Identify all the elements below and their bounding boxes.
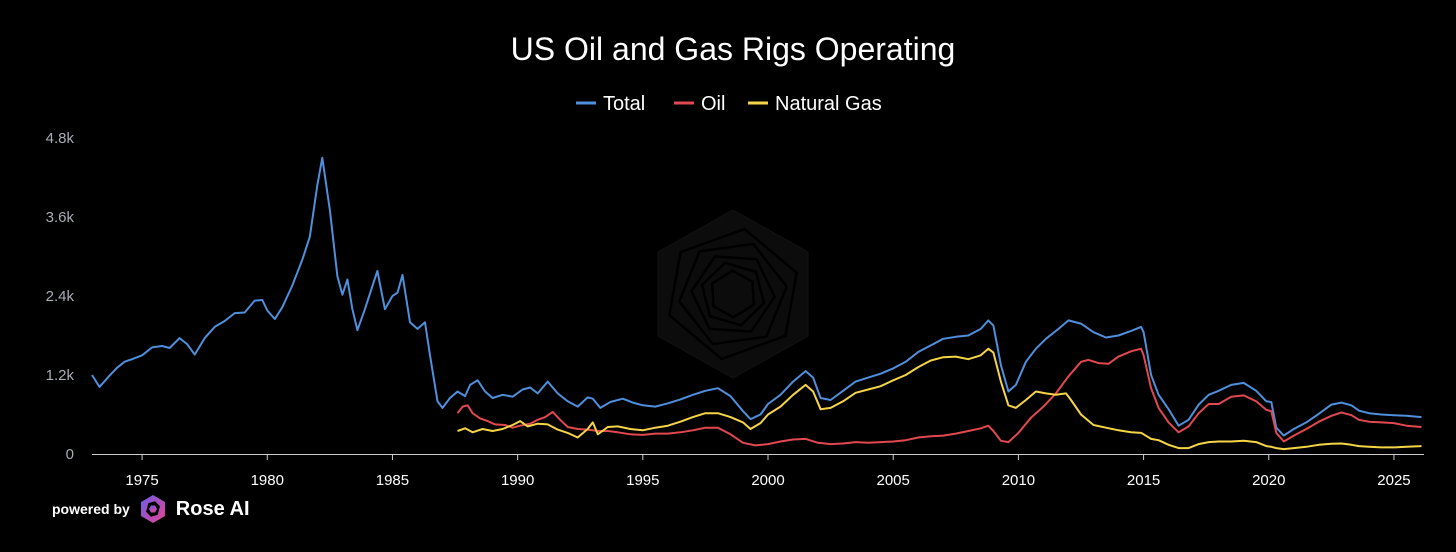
- x-tick-label: 1980: [251, 472, 284, 489]
- y-tick-label: 4.8k: [46, 130, 75, 147]
- x-tick-label: 2025: [1377, 472, 1410, 489]
- y-tick-label: 0: [66, 446, 74, 463]
- y-tick-label: 2.4k: [46, 288, 75, 305]
- x-tick-label: 1985: [376, 472, 409, 489]
- x-tick-label: 1995: [626, 472, 659, 489]
- legend-label-oil: Oil: [701, 93, 725, 115]
- footer-branding: powered by Rose AI: [52, 494, 250, 524]
- x-tick-label: 2010: [1002, 472, 1035, 489]
- rose-ai-logo-icon: [140, 495, 165, 523]
- legend-label-natural-gas: Natural Gas: [775, 93, 882, 115]
- brand-name: Rose AI: [175, 497, 250, 520]
- x-tick-label: 1975: [125, 472, 158, 489]
- x-tick-label: 2005: [877, 472, 910, 489]
- series-lines: [91, 156, 1422, 451]
- y-tick-label: 3.6k: [46, 209, 75, 226]
- chart-legend: Total Oil Natural Gas: [576, 93, 882, 115]
- series-line-total: [91, 156, 1422, 437]
- series-line-gas: [457, 347, 1422, 451]
- x-tick-label: 1990: [501, 472, 534, 489]
- y-tick-label: 1.2k: [46, 367, 75, 384]
- legend-label-total: Total: [603, 93, 645, 115]
- hexagon-spiral-watermark-icon: [657, 209, 809, 379]
- x-tick-label: 2000: [751, 472, 784, 489]
- x-tick-label: 2020: [1252, 472, 1285, 489]
- x-axis: 1975 1980 1985 1990 1995 2000 2005 2010 2015 2020…: [125, 454, 1411, 489]
- powered-by-label: powered by: [52, 501, 130, 517]
- series-line-oil: [456, 347, 1422, 447]
- chart-title: US Oil and Gas Rigs Operating: [511, 31, 956, 67]
- y-axis: 0 1.2k 2.4k 3.6k 4.8k: [46, 130, 75, 463]
- x-tick-label: 2015: [1127, 472, 1160, 489]
